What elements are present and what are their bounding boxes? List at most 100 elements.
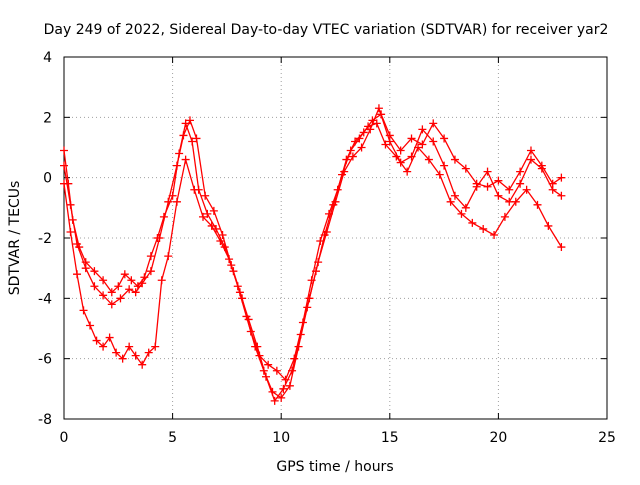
data-point-marker bbox=[526, 155, 535, 164]
data-point-marker bbox=[468, 218, 477, 227]
data-point-marker bbox=[311, 267, 320, 276]
data-point-marker bbox=[60, 161, 68, 170]
data-point-marker bbox=[164, 197, 173, 206]
data-point-marker bbox=[81, 264, 90, 273]
data-point-marker bbox=[450, 155, 459, 164]
data-point-marker bbox=[259, 366, 268, 375]
data-point-marker bbox=[66, 227, 75, 236]
data-point-marker bbox=[557, 191, 566, 200]
data-point-marker bbox=[440, 161, 449, 170]
data-point-marker bbox=[203, 209, 212, 218]
data-point-marker bbox=[192, 134, 201, 143]
data-point-marker bbox=[279, 384, 288, 393]
data-point-marker bbox=[264, 360, 273, 369]
y-tick-label: -2 bbox=[38, 231, 52, 247]
data-point-marker bbox=[216, 237, 225, 246]
data-point-marker bbox=[440, 134, 449, 143]
data-point-marker bbox=[346, 146, 355, 155]
data-point-marker bbox=[537, 164, 546, 173]
data-point-marker bbox=[190, 185, 199, 194]
data-point-marker bbox=[179, 131, 188, 140]
data-point-marker bbox=[60, 146, 68, 155]
data-point-marker bbox=[107, 288, 116, 297]
data-point-marker bbox=[407, 134, 416, 143]
data-point-marker bbox=[429, 137, 438, 146]
data-point-marker bbox=[338, 170, 347, 179]
data-point-marker bbox=[385, 137, 394, 146]
series-trace-2 bbox=[60, 104, 566, 405]
data-point-marker bbox=[396, 146, 405, 155]
data-point-marker bbox=[112, 348, 121, 357]
data-point-marker bbox=[125, 285, 134, 294]
data-point-marker bbox=[424, 155, 433, 164]
data-point-marker bbox=[303, 303, 312, 312]
data-point-marker bbox=[99, 342, 108, 351]
data-point-marker bbox=[461, 164, 470, 173]
data-point-marker bbox=[199, 212, 208, 221]
data-point-marker bbox=[90, 282, 99, 291]
data-point-marker bbox=[381, 140, 390, 149]
data-point-marker bbox=[272, 366, 281, 375]
x-axis-label: GPS time / hours bbox=[276, 459, 393, 475]
data-point-marker bbox=[125, 342, 134, 351]
data-point-marker bbox=[435, 170, 444, 179]
data-point-marker bbox=[157, 276, 166, 285]
data-point-marker bbox=[131, 288, 140, 297]
data-point-marker bbox=[418, 125, 427, 134]
data-point-marker bbox=[457, 209, 466, 218]
data-point-marker bbox=[116, 294, 125, 303]
data-point-marker bbox=[138, 360, 147, 369]
data-point-marker bbox=[374, 104, 383, 113]
data-point-marker bbox=[522, 185, 531, 194]
data-point-marker bbox=[90, 267, 99, 276]
y-tick-label: 0 bbox=[43, 171, 52, 187]
data-point-marker bbox=[79, 306, 88, 315]
data-point-marker bbox=[209, 206, 218, 215]
data-point-marker bbox=[418, 140, 427, 149]
series-trace-3 bbox=[60, 119, 566, 402]
data-point-marker bbox=[105, 333, 114, 342]
data-point-marker bbox=[364, 122, 373, 131]
data-point-marker bbox=[320, 230, 329, 239]
data-point-marker bbox=[120, 270, 129, 279]
data-point-marker bbox=[151, 342, 160, 351]
x-tick-label: 25 bbox=[598, 430, 616, 446]
data-point-marker bbox=[73, 240, 82, 249]
y-tick-label: -6 bbox=[38, 352, 52, 368]
data-point-marker bbox=[533, 200, 542, 209]
data-point-marker bbox=[329, 200, 338, 209]
data-point-marker bbox=[294, 342, 303, 351]
data-point-marker bbox=[172, 197, 181, 206]
data-point-marker bbox=[225, 255, 234, 264]
data-point-marker bbox=[461, 203, 470, 212]
series-trace-1 bbox=[60, 110, 566, 384]
data-point-marker bbox=[164, 252, 173, 261]
data-point-marker bbox=[548, 185, 557, 194]
data-point-marker bbox=[66, 200, 75, 209]
data-point-marker bbox=[99, 291, 108, 300]
data-point-marker bbox=[218, 230, 227, 239]
data-point-marker bbox=[127, 276, 136, 285]
data-point-marker bbox=[557, 243, 566, 252]
y-axis-label: SDTVAR / TECUs bbox=[7, 181, 23, 296]
data-point-marker bbox=[355, 134, 364, 143]
data-point-marker bbox=[516, 179, 525, 188]
data-point-marker bbox=[144, 348, 153, 357]
data-point-marker bbox=[118, 354, 127, 363]
series-trace bbox=[63, 122, 562, 399]
data-point-marker bbox=[372, 119, 381, 128]
data-point-marker bbox=[392, 152, 401, 161]
data-point-marker bbox=[446, 197, 455, 206]
data-point-marker bbox=[479, 224, 488, 233]
data-point-marker bbox=[557, 173, 566, 182]
data-point-marker bbox=[490, 230, 499, 239]
data-point-marker bbox=[277, 393, 286, 402]
data-point-marker bbox=[544, 221, 553, 230]
data-point-marker bbox=[526, 146, 535, 155]
data-point-marker bbox=[188, 137, 197, 146]
data-point-marker bbox=[516, 167, 525, 176]
data-point-marker bbox=[483, 167, 492, 176]
data-point-marker bbox=[207, 221, 216, 230]
series-trace bbox=[63, 107, 562, 402]
